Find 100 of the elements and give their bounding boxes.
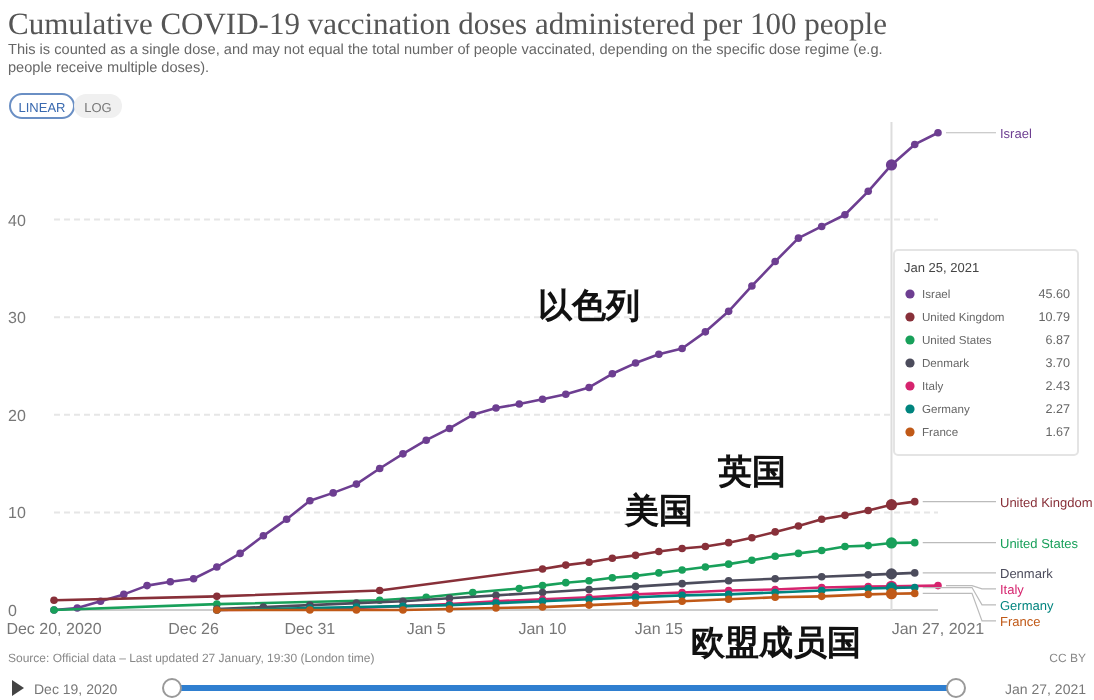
point (724, 595, 733, 604)
point (724, 560, 733, 568)
x-tick-label: Jan 15 (634, 620, 684, 638)
point (771, 257, 779, 266)
point (794, 522, 803, 530)
point (585, 383, 593, 392)
point (306, 496, 314, 505)
x-tick-label: Jan 10 (518, 620, 568, 638)
point (794, 234, 803, 242)
point (166, 577, 175, 586)
point (119, 590, 128, 599)
point (864, 187, 873, 196)
point (375, 464, 384, 473)
point (445, 424, 454, 433)
point (352, 480, 361, 488)
point (864, 541, 873, 550)
y-tick-label: 0 (8, 602, 18, 620)
point (608, 370, 617, 378)
point (701, 328, 710, 336)
point (561, 578, 570, 587)
point (678, 566, 686, 574)
point (678, 579, 686, 588)
chart-title: Cumulative COVID-19 vaccination doses administered per 100 people (8, 8, 888, 42)
point (236, 549, 244, 558)
point (748, 282, 756, 290)
point (771, 574, 779, 583)
point (468, 588, 477, 597)
point (864, 571, 873, 579)
point (329, 489, 337, 497)
point (631, 582, 640, 591)
point (538, 565, 547, 573)
point (910, 589, 919, 598)
point (910, 538, 919, 547)
point (631, 572, 640, 580)
point (864, 590, 873, 599)
point (585, 558, 593, 566)
point (492, 404, 500, 412)
y-tick-label: 30 (8, 309, 27, 328)
point (864, 506, 873, 515)
point (910, 497, 919, 506)
y-tick-label: 40 (8, 211, 27, 230)
point (817, 573, 826, 581)
point (655, 547, 663, 556)
point (678, 544, 686, 553)
point (631, 551, 640, 560)
point (817, 222, 826, 231)
point (213, 563, 221, 571)
point (841, 542, 849, 551)
point (538, 603, 547, 611)
point (748, 556, 756, 565)
point (561, 561, 570, 569)
annotation: 美国 (622, 492, 693, 531)
point (585, 601, 593, 609)
point (515, 400, 524, 408)
point (910, 569, 919, 577)
point (50, 596, 58, 605)
x-tick-label: Jan 5 (406, 620, 447, 638)
annotation: 英国 (715, 453, 786, 492)
point (655, 350, 663, 359)
x-tick-label: Dec 31 (284, 620, 337, 638)
point (608, 554, 617, 563)
point (724, 538, 733, 547)
point (771, 528, 779, 536)
point (678, 597, 686, 606)
point (375, 586, 384, 595)
point (771, 552, 779, 561)
point (468, 411, 477, 419)
point (910, 583, 919, 592)
point (817, 515, 826, 524)
point (817, 592, 826, 601)
point (701, 563, 710, 571)
point (538, 588, 547, 597)
x-tick-label: Jan 27, 2021 (891, 620, 986, 638)
point (655, 569, 663, 577)
point (771, 593, 779, 602)
text: 欧盟成员国 (690, 624, 861, 662)
x-tick-label: Dec 26 (168, 620, 221, 638)
point (422, 436, 431, 444)
point (748, 533, 756, 542)
point (189, 574, 198, 583)
point (585, 576, 593, 585)
point (515, 584, 524, 593)
point (492, 604, 500, 612)
point (841, 511, 849, 520)
point (678, 344, 686, 353)
point (561, 390, 570, 399)
point (724, 576, 733, 585)
point (538, 581, 547, 590)
point (910, 140, 919, 149)
point (282, 515, 291, 524)
point (213, 592, 221, 601)
point (631, 599, 640, 607)
point (585, 585, 593, 594)
point (608, 573, 617, 582)
point (701, 542, 710, 551)
point (538, 395, 547, 403)
y-tick-label: 10 (8, 504, 27, 523)
point (143, 581, 151, 590)
point (399, 450, 407, 458)
point (841, 210, 849, 219)
